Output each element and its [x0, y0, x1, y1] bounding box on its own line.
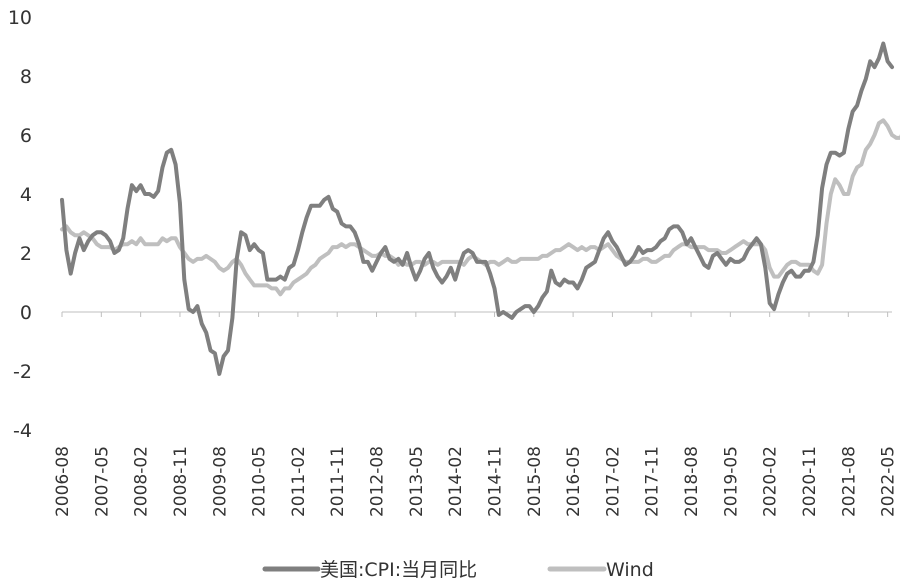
y-tick-label: 0	[20, 302, 32, 324]
y-tick-label: 10	[8, 7, 32, 29]
y-tick-label: 8	[20, 66, 32, 88]
y-tick-label: -2	[13, 361, 32, 383]
x-tick-label: 2008-11	[171, 446, 191, 517]
x-tick-label: 2022-05	[879, 446, 899, 517]
legend: 美国:CPI:当月同比 Wind	[262, 559, 654, 581]
x-tick-label: 2020-11	[800, 446, 820, 517]
x-axis: 2006-08 2007-05 2008-02 2008-11 2009-08 2010-…	[53, 312, 899, 517]
x-tick-label: 2020-02	[761, 446, 781, 517]
x-tick-label: 2019-05	[721, 446, 741, 517]
x-tick-label: 2021-08	[839, 446, 859, 517]
x-tick-label: 2006-08	[53, 446, 73, 517]
x-tick-label: 2011-02	[289, 446, 309, 517]
x-tick-label: 2012-08	[368, 446, 388, 517]
x-tick-label: 2016-05	[564, 446, 584, 517]
x-tick-label: 2011-11	[328, 446, 348, 517]
x-tick-label: 2017-11	[643, 446, 663, 517]
series-line-wind	[60, 118, 900, 297]
y-tick-label: -4	[13, 420, 32, 442]
series-layer	[60, 41, 900, 376]
x-tick-label: 2014-02	[446, 446, 466, 517]
x-tick-label: 2015-08	[525, 446, 545, 517]
y-tick-label: 4	[20, 184, 32, 206]
y-axis: -4 -2 0 2 4 6 8 10	[8, 7, 32, 442]
x-tick-label: 2008-02	[132, 446, 152, 517]
y-tick-label: 2	[20, 243, 32, 265]
x-tick-label: 2007-05	[92, 446, 112, 517]
x-tick-label: 2014-11	[485, 446, 505, 517]
series-line-cpi	[60, 41, 894, 376]
x-tick-label: 2018-08	[682, 446, 702, 517]
legend-label-cpi: 美国:CPI:当月同比	[320, 559, 477, 581]
x-tick-label: 2010-05	[250, 446, 270, 517]
legend-label-wind: Wind	[606, 559, 654, 581]
x-tick-label: 2009-08	[210, 446, 230, 517]
x-tick-label: 2013-05	[407, 446, 427, 517]
x-tick-label: 2017-02	[603, 446, 623, 517]
y-tick-label: 6	[20, 125, 32, 147]
